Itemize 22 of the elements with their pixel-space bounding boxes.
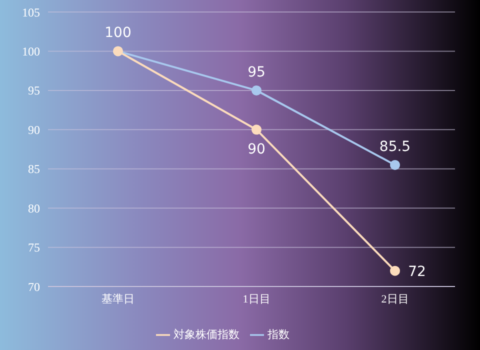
x-tick-label: 基準日 — [102, 292, 134, 306]
y-tick-label: 90 — [28, 122, 40, 137]
legend-label: 対象株価指数 — [174, 328, 240, 341]
point — [252, 85, 262, 96]
point — [390, 266, 400, 276]
y-tick-label: 85 — [28, 162, 40, 176]
data-label: 72 — [408, 264, 426, 280]
y-tick-label: 105 — [22, 5, 40, 20]
y-tick-label: 75 — [28, 240, 40, 255]
point — [252, 124, 262, 135]
y-tick-label: 95 — [28, 84, 40, 98]
data-label: 90 — [248, 142, 266, 158]
y-tick-label: 80 — [28, 201, 40, 216]
point — [390, 160, 400, 170]
x-tick-label: 2日目 — [381, 293, 409, 306]
data-label: 95 — [248, 64, 266, 80]
legend-label: 指数 — [268, 328, 290, 341]
y-tick-label: 100 — [22, 44, 40, 58]
x-tick-label: 1日目 — [242, 293, 270, 306]
y-tick-label: 70 — [28, 280, 40, 294]
data-label: 100 — [104, 25, 132, 42]
data-label: 85.5 — [379, 138, 411, 155]
